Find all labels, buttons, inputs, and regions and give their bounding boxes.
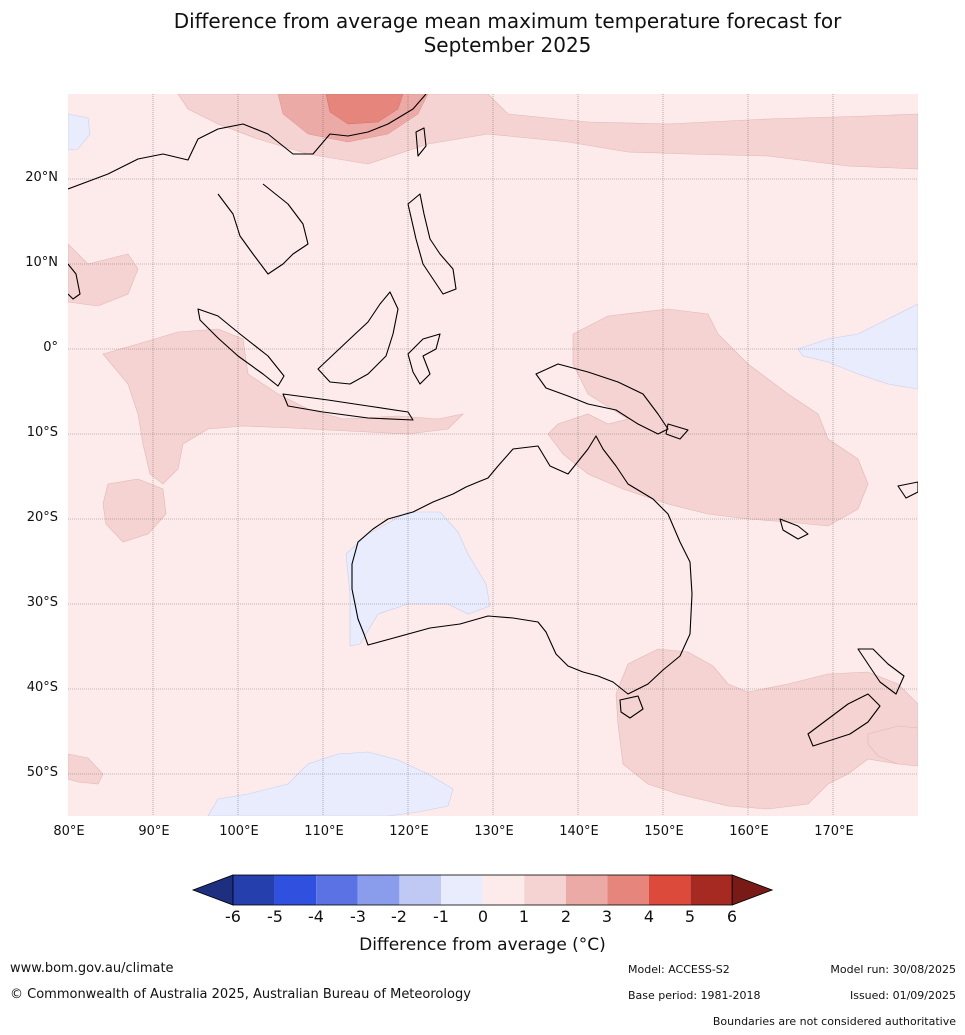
anomaly-1-2-regions [68, 94, 918, 810]
colorbar-tick-2: 2 [560, 907, 572, 926]
colorbar-segment [357, 875, 400, 905]
lat-label-40s: 40°S [26, 680, 58, 695]
colorbar-segment [607, 875, 649, 905]
anomaly-3-4-region [325, 94, 404, 125]
coastlines [68, 94, 918, 747]
colorbar-segment [649, 875, 691, 905]
lat-label-20s: 20°S [26, 510, 58, 525]
lon-label-150e: 150°E [644, 824, 684, 839]
colorbar-tick-3: 3 [601, 907, 613, 926]
colorbar-outline [232, 874, 733, 906]
lat-label-30s: 30°S [26, 595, 58, 610]
lon-label-160e: 160°E [729, 824, 769, 839]
lon-label-130e: 130°E [474, 824, 514, 839]
colorbar-tick-neg1: -1 [433, 907, 449, 926]
colorbar-segment [441, 875, 483, 905]
base-period-text: Base period: 1981-2018 [628, 989, 761, 1002]
lon-label-170e: 170°E [814, 824, 854, 839]
forecast-map [68, 94, 918, 816]
colorbar-tick-neg2: -2 [391, 907, 407, 926]
website-link[interactable]: www.bom.gov.au/climate [10, 961, 174, 976]
title-line-1: Difference from average mean maximum tem… [173, 9, 842, 33]
colorbar-tick-1: 1 [518, 907, 530, 926]
lon-label-90e: 90°E [138, 824, 170, 839]
copyright-text: © Commonwealth of Australia 2025, Austra… [10, 987, 471, 1002]
colorbar-segment [524, 875, 566, 905]
colorbar-label: Difference from average (°C) [359, 935, 606, 955]
colorbar-tick-neg6: -6 [225, 907, 241, 926]
anomaly-neg-regions [68, 113, 918, 816]
colorbar-tick-0: 0 [477, 907, 489, 926]
map-title: Difference from average mean maximum tem… [0, 9, 965, 57]
graticule [68, 94, 918, 816]
issued-text: Issued: 01/09/2025 [849, 989, 956, 1002]
lon-label-110e: 110°E [304, 824, 344, 839]
model-text: Model: ACCESS-S2 [628, 963, 730, 976]
colorbar-tick-neg3: -3 [350, 907, 366, 926]
colorbar-extend-high [731, 874, 774, 906]
lat-label-10s: 10°S [26, 425, 58, 440]
title-line-2: September 2025 [423, 33, 592, 57]
colorbar-tick-neg4: -4 [308, 907, 324, 926]
colorbar-segment [233, 875, 275, 905]
colorbar-tick-5: 5 [684, 907, 696, 926]
model-run-text: Model run: 30/08/2025 [830, 963, 956, 976]
lat-label-10n: 10°N [25, 255, 58, 270]
lon-label-100e: 100°E [219, 824, 259, 839]
colorbar-segment [399, 875, 441, 905]
colorbar-segment [274, 875, 317, 905]
lat-label-20n: 20°N [25, 170, 58, 185]
lon-label-140e: 140°E [559, 824, 599, 839]
colorbar-segment [482, 875, 525, 905]
map-svg [68, 94, 918, 816]
colorbar [191, 874, 774, 906]
colorbar-segment [565, 875, 608, 905]
disclaimer-text: Boundaries are not considered authoritat… [712, 1015, 956, 1028]
lon-label-120e: 120°E [389, 824, 429, 839]
colorbar-tick-4: 4 [643, 907, 655, 926]
colorbar-extend-low [191, 874, 234, 906]
lat-label-0: 0° [43, 340, 58, 355]
colorbar-tick-6: 6 [726, 907, 738, 926]
lat-label-50s: 50°S [26, 765, 58, 780]
colorbar-segment [316, 875, 358, 905]
colorbar-tick-neg5: -5 [267, 907, 283, 926]
lon-label-80e: 80°E [53, 824, 85, 839]
colorbar-segment [690, 875, 733, 905]
